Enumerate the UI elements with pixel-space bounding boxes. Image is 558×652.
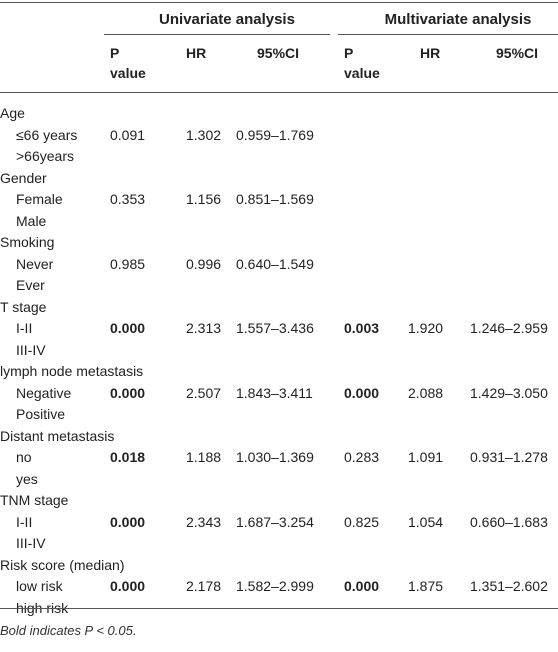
uni-hr-value: 2.343 [186,513,222,530]
multi-p-value: 0.825 [344,513,380,530]
level-label: yes [16,470,38,487]
level-label: III-IV [16,341,46,358]
uni-hr-value: 2.507 [186,384,222,401]
multi-p-value: 0.003 [344,320,380,336]
uni-ci-value: 1.843–3.411 [236,384,313,401]
table-top-rule [0,2,558,3]
uni-p-header-line2: value [110,65,146,81]
level-label: Male [16,212,47,229]
uni-ci-value: 1.030–1.369 [236,449,314,465]
uni-ci-value: 1.582–2.999 [236,578,314,594]
variable-label: Age [0,105,25,121]
uni-p-value: 0.985 [110,255,146,272]
level-label: high risk [16,599,69,616]
level-label: I-II [16,320,33,336]
uni-hr-value: 2.313 [186,320,222,336]
multi-ci-header: 95%CI [496,45,539,61]
level-label: Positive [16,406,66,422]
uni-hr-value: 1.302 [186,126,222,143]
level-label: Ever [16,277,45,293]
multi-ci-value: 1.429–3.050 [470,384,548,401]
multi-p-value: 0.000 [344,384,380,401]
multi-ci-value: 1.246–2.959 [470,320,548,336]
multivariate-underline [338,34,558,35]
uni-p-header-line1: P [110,45,120,61]
uni-ci-value: 0.959–1.769 [236,126,314,143]
uni-hr-value: 0.996 [186,255,222,272]
uni-p-value: 0.091 [110,126,146,143]
multi-hr-value: 2.088 [408,384,444,401]
uni-p-value: 0.018 [110,449,146,465]
univariate-underline [104,34,330,35]
multi-p-value: 0.283 [344,449,380,465]
uni-ci-value: 1.687–3.254 [236,513,314,530]
uni-ci-value: 1.557–3.436 [236,320,314,336]
multivariate-header: Multivariate analysis [384,11,532,28]
multi-ci-value: 0.931–1.278 [470,449,548,465]
uni-hr-value: 1.156 [186,191,222,207]
multi-p-header-line2: value [344,65,380,81]
uni-p-value: 0.353 [110,191,146,207]
multi-hr-header: HR [420,45,441,61]
multi-hr-value: 1.091 [408,449,444,465]
multi-hr-value: 1.054 [408,513,444,530]
multi-p-value: 0.000 [344,578,380,594]
multi-ci-value: 0.660–1.683 [470,513,548,530]
variable-label: Distant metastasis [0,427,115,444]
level-label: Female [16,191,63,207]
multi-ci-value: 1.351–2.602 [470,578,548,594]
level-label: low risk [16,578,63,594]
univariate-header: Univariate analysis [159,11,295,28]
level-label: Negative [16,384,72,401]
variable-label: Smoking [0,234,55,250]
uni-hr-header: HR [186,45,207,61]
level-label: III-IV [16,535,46,551]
level-label: I-II [16,513,33,530]
uni-p-value: 0.000 [110,513,146,530]
variable-label: Gender [0,169,47,186]
level-label: Never [16,255,54,272]
uni-ci-value: 0.640–1.549 [236,255,314,272]
table-header-rule [0,92,558,93]
table-bottom-rule [0,608,558,609]
variable-label: T stage [0,298,47,315]
multi-hr-value: 1.920 [408,320,444,336]
uni-ci-value: 0.851–1.569 [236,191,314,207]
uni-p-value: 0.000 [110,384,146,401]
uni-ci-header: 95%CI [257,45,300,61]
variable-label: lymph node metastasis [0,363,144,379]
multi-p-header-line1: P [344,45,354,61]
level-label: ≤66 years [16,126,78,143]
level-label: no [16,449,32,465]
uni-p-value: 0.000 [110,320,146,336]
multi-hr-value: 1.875 [408,578,444,594]
variable-label: Risk score (median) [0,556,125,573]
table-footnote: Bold indicates P < 0.05. [0,623,137,638]
variable-label: TNM stage [0,492,69,508]
uni-p-value: 0.000 [110,578,146,594]
level-label: >66years [16,148,74,164]
uni-hr-value: 1.188 [186,449,222,465]
uni-hr-value: 2.178 [186,578,222,594]
